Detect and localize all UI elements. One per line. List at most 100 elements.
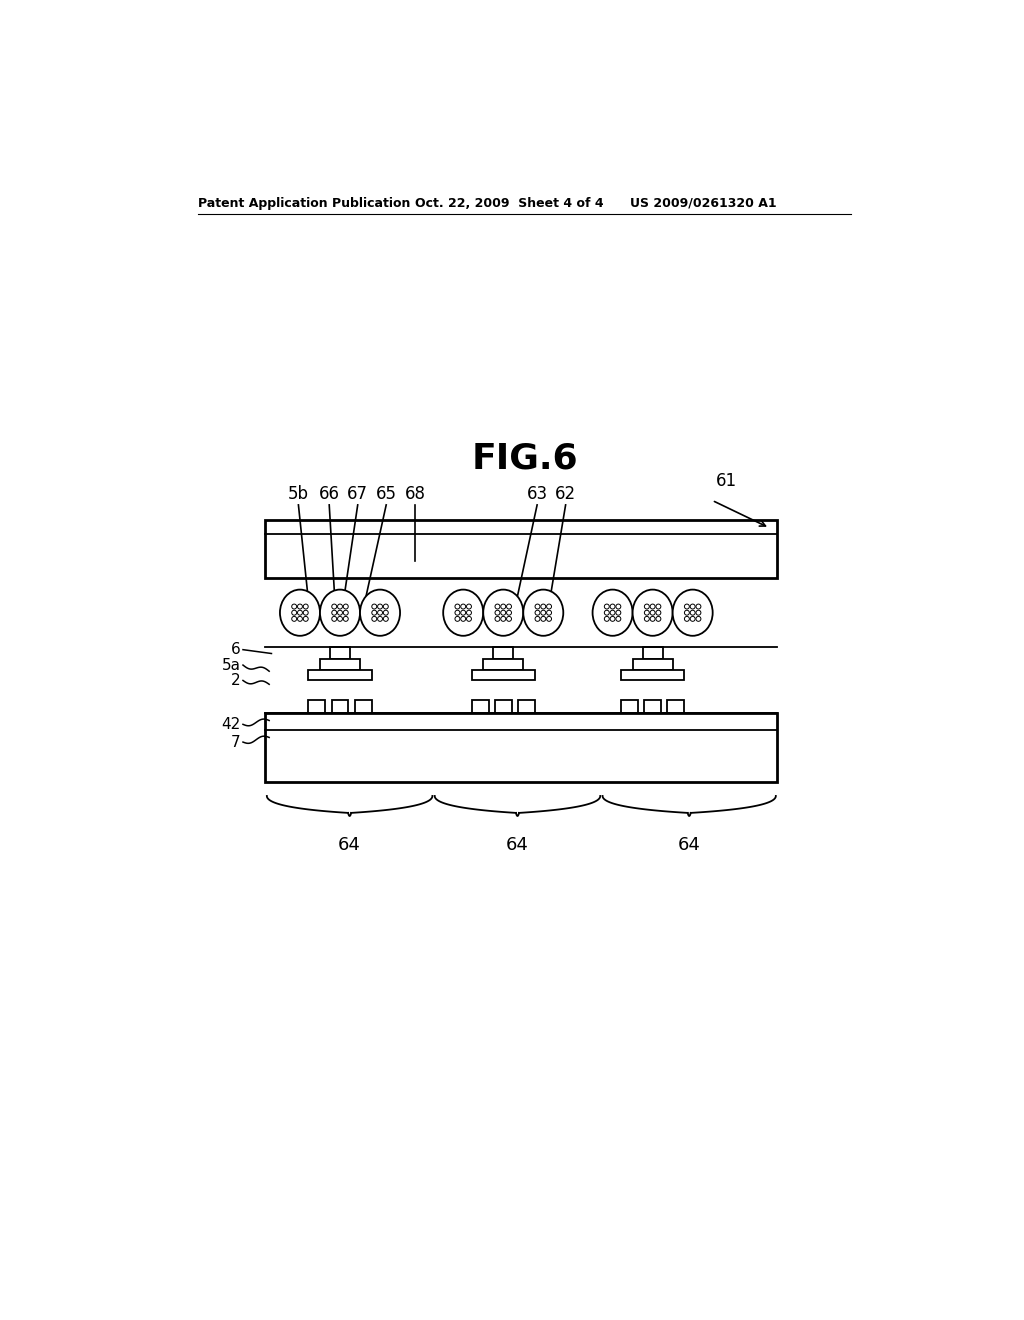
Circle shape <box>332 610 337 615</box>
Circle shape <box>656 616 660 622</box>
Circle shape <box>615 610 621 615</box>
Circle shape <box>467 605 471 609</box>
Ellipse shape <box>593 590 633 636</box>
Circle shape <box>547 610 552 615</box>
Circle shape <box>298 616 302 622</box>
Circle shape <box>615 616 621 622</box>
Circle shape <box>610 616 615 622</box>
Circle shape <box>378 616 383 622</box>
Bar <box>265 520 777 578</box>
Text: 62: 62 <box>555 486 577 503</box>
Circle shape <box>495 605 500 609</box>
Text: 64: 64 <box>506 836 529 854</box>
Circle shape <box>461 605 466 609</box>
Circle shape <box>604 605 609 609</box>
Circle shape <box>610 605 615 609</box>
Circle shape <box>690 610 695 615</box>
Circle shape <box>383 605 388 609</box>
Ellipse shape <box>673 590 713 636</box>
Circle shape <box>610 610 615 615</box>
Circle shape <box>343 605 348 609</box>
Bar <box>483 659 523 669</box>
Circle shape <box>615 605 621 609</box>
Text: 67: 67 <box>347 486 369 503</box>
Bar <box>308 669 372 681</box>
Circle shape <box>303 610 308 615</box>
Circle shape <box>461 616 466 622</box>
Bar <box>518 701 535 713</box>
Text: 68: 68 <box>404 486 426 503</box>
Bar <box>308 701 326 713</box>
Text: 61: 61 <box>716 471 737 490</box>
Text: Oct. 22, 2009  Sheet 4 of 4: Oct. 22, 2009 Sheet 4 of 4 <box>416 197 604 210</box>
Circle shape <box>455 605 460 609</box>
Circle shape <box>696 610 700 615</box>
Circle shape <box>378 605 383 609</box>
Circle shape <box>604 610 609 615</box>
Circle shape <box>292 610 297 615</box>
Circle shape <box>547 616 552 622</box>
Ellipse shape <box>443 590 483 636</box>
Bar <box>319 659 360 669</box>
Ellipse shape <box>483 590 523 636</box>
Circle shape <box>684 610 689 615</box>
Circle shape <box>501 616 506 622</box>
Circle shape <box>541 610 546 615</box>
Circle shape <box>644 605 649 609</box>
Text: 42: 42 <box>221 717 241 731</box>
Circle shape <box>501 605 506 609</box>
Circle shape <box>372 616 377 622</box>
Circle shape <box>541 605 546 609</box>
Circle shape <box>536 610 540 615</box>
Circle shape <box>378 610 383 615</box>
Bar <box>644 701 662 713</box>
Circle shape <box>541 616 546 622</box>
Text: 64: 64 <box>678 836 700 854</box>
Circle shape <box>461 610 466 615</box>
Ellipse shape <box>633 590 673 636</box>
Circle shape <box>338 605 342 609</box>
Circle shape <box>372 610 377 615</box>
Text: 6: 6 <box>231 642 241 657</box>
Ellipse shape <box>280 590 319 636</box>
Circle shape <box>292 605 297 609</box>
Circle shape <box>644 610 649 615</box>
Circle shape <box>298 610 302 615</box>
Circle shape <box>507 616 511 622</box>
Circle shape <box>495 616 500 622</box>
Circle shape <box>372 605 377 609</box>
Text: 7: 7 <box>231 734 241 750</box>
Circle shape <box>455 616 460 622</box>
Text: 66: 66 <box>318 486 340 503</box>
Bar <box>621 701 638 713</box>
Circle shape <box>303 616 308 622</box>
Circle shape <box>696 605 700 609</box>
Circle shape <box>303 605 308 609</box>
Text: 2: 2 <box>231 673 241 688</box>
Circle shape <box>650 610 655 615</box>
Circle shape <box>507 610 511 615</box>
Circle shape <box>332 616 337 622</box>
Circle shape <box>338 610 342 615</box>
Circle shape <box>332 605 337 609</box>
Circle shape <box>292 616 297 622</box>
Text: 5a: 5a <box>221 657 241 673</box>
Circle shape <box>501 610 506 615</box>
Bar <box>633 659 673 669</box>
Bar <box>668 701 684 713</box>
Text: 64: 64 <box>338 836 361 854</box>
Circle shape <box>650 616 655 622</box>
Text: 65: 65 <box>376 486 396 503</box>
Circle shape <box>343 610 348 615</box>
Circle shape <box>656 610 660 615</box>
Text: 63: 63 <box>526 486 548 503</box>
Bar <box>472 669 535 681</box>
Circle shape <box>656 605 660 609</box>
Circle shape <box>507 605 511 609</box>
Circle shape <box>338 616 342 622</box>
Circle shape <box>684 605 689 609</box>
Circle shape <box>536 616 540 622</box>
Text: Patent Application Publication: Patent Application Publication <box>199 197 411 210</box>
Text: 5b: 5b <box>288 486 309 503</box>
Circle shape <box>343 616 348 622</box>
